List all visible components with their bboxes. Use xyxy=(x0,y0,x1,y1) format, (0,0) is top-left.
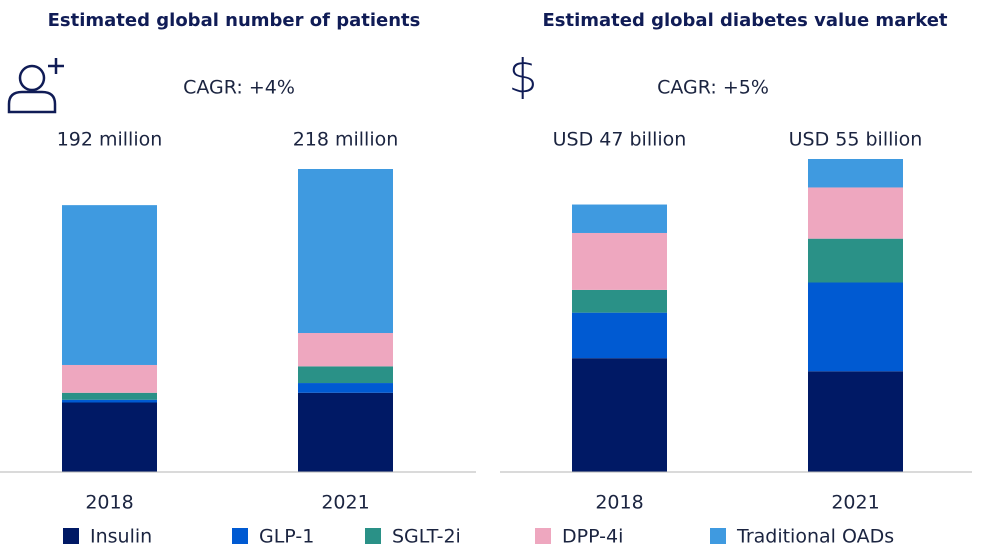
legend-label: Insulin xyxy=(90,526,152,548)
legend-label: SGLT-2i xyxy=(392,526,461,548)
bar-segment xyxy=(808,238,903,283)
bar-segment xyxy=(62,205,157,365)
total-label: USD 47 billion xyxy=(553,129,687,151)
bar-segment xyxy=(572,358,667,472)
bar-segment xyxy=(572,289,667,313)
bar-segment xyxy=(572,204,667,233)
legend-label: Traditional OADs xyxy=(736,526,894,548)
legend-swatch xyxy=(63,528,79,544)
x-tick-label: 2021 xyxy=(831,492,879,514)
legend-label: DPP-4i xyxy=(562,526,623,548)
bar-segment xyxy=(298,333,393,367)
dollar-icon: $ xyxy=(508,50,537,104)
annotation: CAGR: +5% xyxy=(657,77,769,99)
bar-segment xyxy=(298,392,393,472)
patient-icon xyxy=(7,58,64,114)
x-tick-label: 2018 xyxy=(595,492,643,514)
legend-swatch xyxy=(535,528,551,544)
legend-label: GLP-1 xyxy=(259,526,314,548)
bar-segment xyxy=(808,282,903,372)
legend-swatch xyxy=(365,528,381,544)
total-label: USD 55 billion xyxy=(789,129,923,151)
bar-segment xyxy=(808,187,903,239)
chart-title: Estimated global number of patients xyxy=(48,10,421,31)
annotation: CAGR: +4% xyxy=(183,77,295,99)
bar-segment xyxy=(808,371,903,472)
bar-segment xyxy=(298,169,393,334)
bar-segment xyxy=(62,399,157,403)
bar-segment xyxy=(62,392,157,400)
legend-swatch xyxy=(232,528,248,544)
total-label: 218 million xyxy=(293,129,399,151)
bar-segment xyxy=(298,383,393,393)
bar-segment xyxy=(572,232,667,290)
bar-segment xyxy=(808,159,903,188)
bar-segment xyxy=(62,402,157,472)
x-tick-label: 2018 xyxy=(85,492,133,514)
chart-title: Estimated global diabetes value market xyxy=(542,10,947,31)
bar-segment xyxy=(298,366,393,384)
legend-swatch xyxy=(710,528,726,544)
bar-segment xyxy=(572,312,667,359)
total-label: 192 million xyxy=(57,129,163,151)
bar-segment xyxy=(62,364,157,393)
x-tick-label: 2021 xyxy=(321,492,369,514)
